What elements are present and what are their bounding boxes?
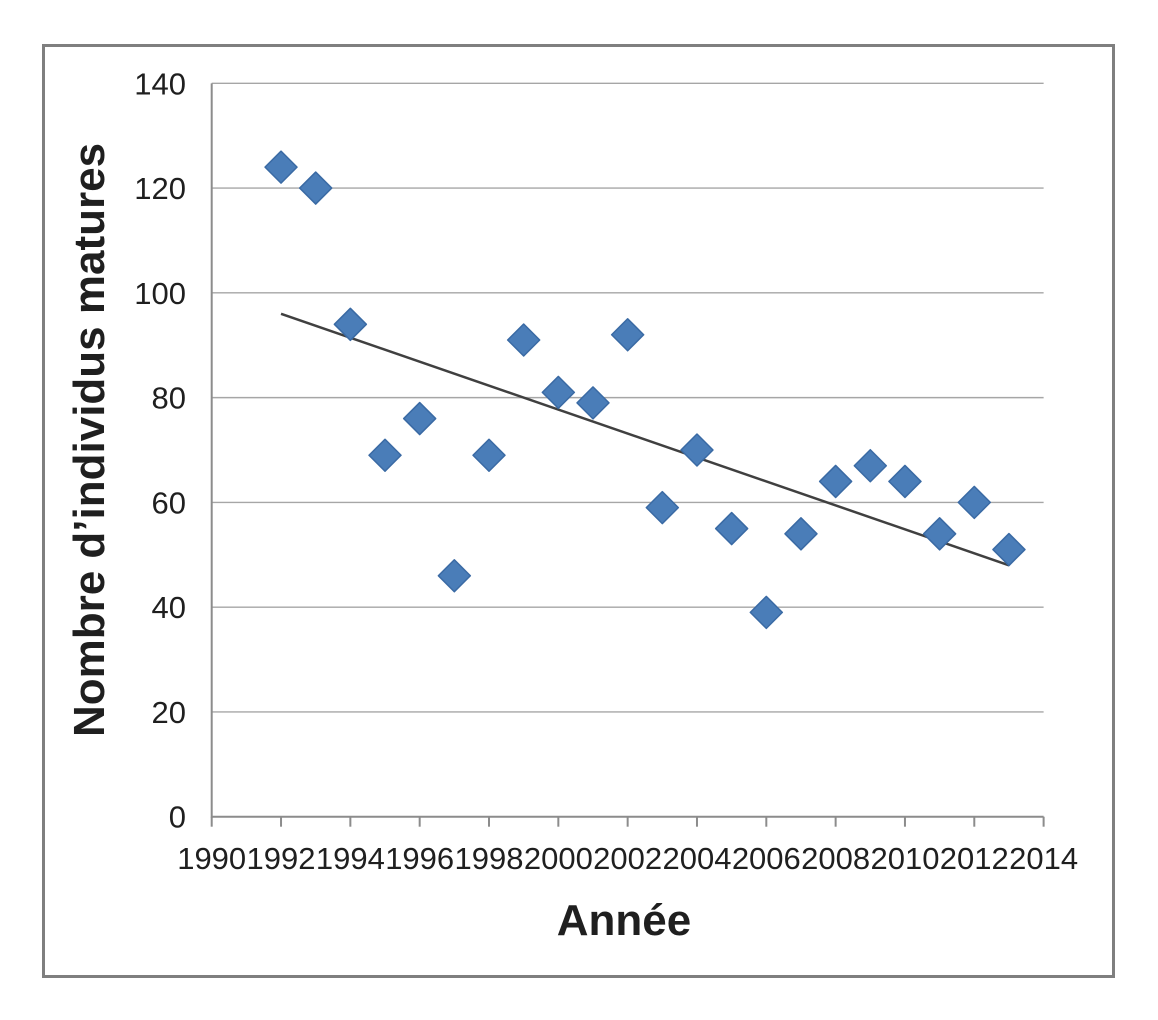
- x-tick-label: 2012: [940, 841, 1009, 876]
- data-point-marker: [368, 438, 402, 472]
- x-tick-label: 1998: [455, 841, 524, 876]
- data-point-marker: [576, 386, 610, 420]
- data-point-marker: [853, 448, 888, 483]
- data-point-marker: [402, 401, 437, 436]
- data-point-marker: [645, 490, 680, 525]
- y-tick-label: 80: [152, 381, 186, 416]
- x-tick-label: 2002: [593, 841, 662, 876]
- y-tick-label: 120: [134, 171, 186, 206]
- x-tick-label: 1990: [177, 841, 246, 876]
- data-point-marker: [472, 438, 506, 472]
- data-point-marker: [541, 375, 576, 410]
- chart-outer-border: [42, 44, 1115, 978]
- data-point-marker: [333, 307, 368, 342]
- y-tick-label: 0: [169, 800, 186, 835]
- trend-line: [280, 312, 1010, 567]
- data-point-marker: [506, 323, 541, 357]
- x-tick-label: 2006: [732, 841, 801, 876]
- data-point-marker: [888, 464, 922, 499]
- y-tick-label: 20: [152, 695, 186, 730]
- data-point-marker: [922, 517, 957, 551]
- x-tick-label: 2000: [524, 841, 593, 876]
- data-point-marker: [264, 150, 298, 184]
- x-tick-label: 2014: [1009, 841, 1078, 876]
- x-tick-label: 1994: [316, 841, 385, 876]
- data-point-marker: [714, 511, 749, 546]
- data-point-marker: [610, 318, 645, 352]
- data-point-marker: [957, 485, 992, 520]
- y-tick-label: 60: [152, 485, 186, 520]
- x-tick-label: 2010: [870, 841, 939, 876]
- y-tick-label: 40: [152, 590, 186, 625]
- data-point-marker: [680, 433, 714, 467]
- data-point-marker: [784, 517, 818, 551]
- data-point-marker: [437, 558, 472, 593]
- y-axis-title: Nombre d’individus matures: [65, 142, 114, 738]
- y-tick-label: 100: [134, 276, 186, 311]
- x-tick-label: 1996: [385, 841, 454, 876]
- x-tick-label: 2004: [662, 841, 731, 876]
- x-tick-label: 2008: [801, 841, 870, 876]
- data-point-marker: [992, 532, 1026, 567]
- data-point-marker: [749, 595, 784, 630]
- x-axis-title: Année: [556, 896, 692, 945]
- data-point-marker: [298, 171, 333, 205]
- y-tick-label: 140: [134, 66, 186, 101]
- x-tick-label: 1992: [247, 841, 316, 876]
- data-point-marker: [818, 464, 853, 499]
